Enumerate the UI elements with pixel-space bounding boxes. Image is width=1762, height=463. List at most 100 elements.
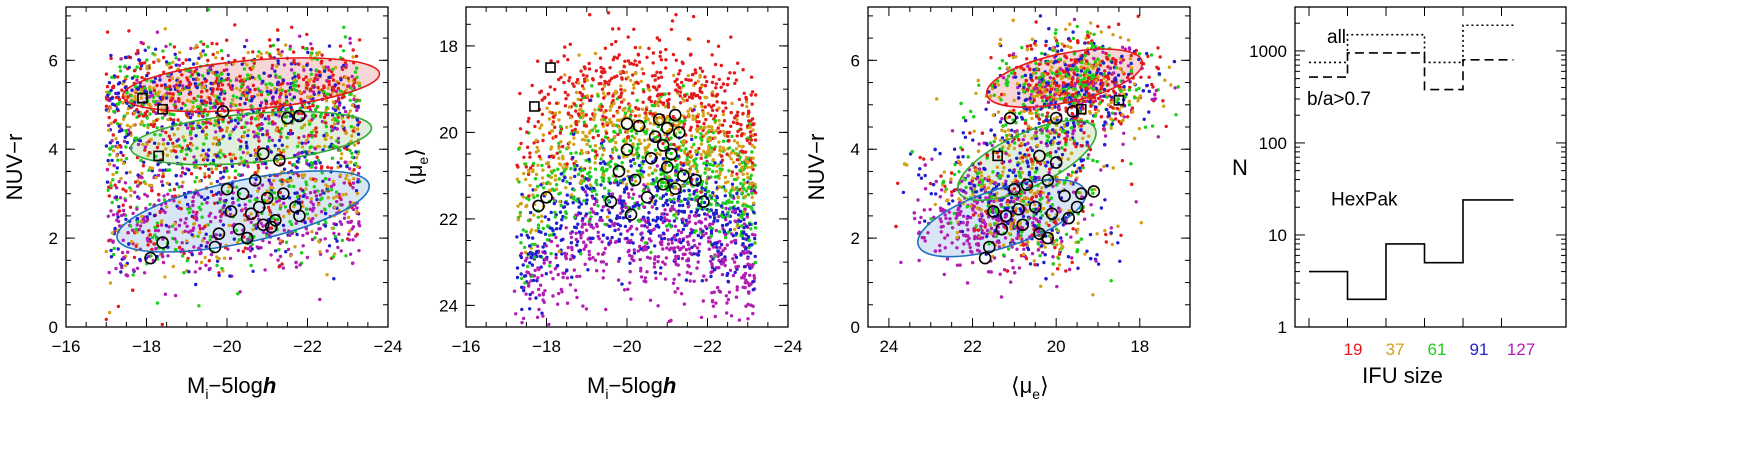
data-point — [129, 188, 133, 193]
data-point — [643, 148, 648, 152]
data-point — [294, 221, 298, 225]
data-point — [221, 206, 225, 210]
data-point — [725, 130, 729, 135]
data-point — [355, 191, 360, 196]
data-point — [276, 38, 280, 42]
data-point — [288, 44, 292, 48]
data-point — [336, 245, 340, 250]
data-point — [257, 50, 261, 54]
data-point — [524, 230, 528, 234]
data-point — [318, 193, 323, 197]
data-point — [631, 73, 635, 77]
data-point — [106, 93, 110, 98]
data-point — [147, 183, 152, 188]
data-point — [569, 235, 574, 239]
data-point — [273, 218, 277, 222]
data-point — [185, 239, 189, 243]
data-point — [718, 148, 722, 152]
data-point — [560, 252, 564, 256]
data-point — [683, 223, 687, 228]
data-point — [239, 156, 243, 160]
data-point — [527, 197, 531, 202]
data-point — [267, 135, 272, 140]
data-point — [602, 84, 607, 88]
data-point — [616, 111, 620, 115]
data-point — [611, 138, 615, 142]
data-point — [587, 67, 592, 71]
data-point — [317, 90, 321, 95]
data-point — [139, 158, 143, 163]
data-point — [534, 229, 538, 233]
data-point — [269, 90, 273, 95]
data-point — [269, 226, 274, 230]
data-point — [632, 192, 636, 196]
data-point — [557, 146, 561, 150]
data-point — [717, 266, 721, 270]
data-point — [565, 276, 570, 280]
data-point — [747, 238, 751, 243]
data-point — [319, 210, 324, 214]
data-point — [688, 279, 692, 283]
data-point — [265, 132, 270, 136]
data-point — [603, 70, 607, 74]
data-point — [275, 64, 279, 68]
data-point — [552, 232, 556, 237]
data-point — [603, 246, 607, 251]
data-point — [713, 118, 718, 123]
data-point — [721, 139, 726, 143]
data-point — [689, 92, 694, 96]
data-point — [622, 107, 626, 111]
data-point — [725, 301, 729, 305]
data-point — [354, 189, 359, 193]
data-point — [251, 83, 256, 88]
data-point — [187, 83, 191, 88]
data-point — [242, 163, 246, 167]
data-point — [528, 292, 532, 297]
data-point — [653, 244, 657, 248]
data-point — [698, 66, 703, 70]
data-point — [116, 82, 121, 86]
data-point — [106, 188, 110, 192]
data-point — [172, 149, 176, 153]
data-point — [246, 85, 250, 89]
data-point — [203, 108, 207, 112]
data-point — [671, 73, 676, 78]
data-point — [589, 98, 593, 102]
data-point — [189, 172, 194, 176]
data-point — [304, 150, 308, 154]
data-point — [118, 69, 123, 73]
data-point — [168, 85, 172, 89]
data-point — [630, 134, 634, 138]
data-point — [213, 119, 217, 123]
data-point — [278, 75, 282, 79]
data-point — [723, 175, 728, 180]
data-point — [702, 212, 707, 216]
data-point — [694, 210, 698, 215]
data-point — [686, 205, 690, 209]
data-point — [197, 224, 202, 228]
data-point — [574, 159, 578, 164]
data-point — [173, 194, 177, 198]
data-point — [680, 220, 685, 225]
data-point — [735, 117, 739, 122]
data-point — [697, 242, 702, 246]
data-point — [337, 192, 341, 196]
data-point — [117, 224, 122, 228]
data-point — [311, 113, 315, 117]
data-point — [105, 97, 109, 101]
data-point — [277, 248, 281, 252]
data-point — [681, 252, 685, 256]
data-point — [165, 96, 169, 100]
data-point — [168, 137, 173, 141]
data-point — [305, 207, 309, 211]
data-point — [126, 231, 130, 235]
data-point — [689, 197, 694, 201]
data-point — [565, 193, 569, 197]
data-point — [242, 130, 247, 135]
data-point — [564, 216, 568, 220]
data-point — [640, 224, 644, 228]
data-point — [145, 58, 149, 62]
data-point — [148, 85, 152, 89]
data-point — [596, 252, 600, 256]
data-point — [179, 218, 183, 222]
